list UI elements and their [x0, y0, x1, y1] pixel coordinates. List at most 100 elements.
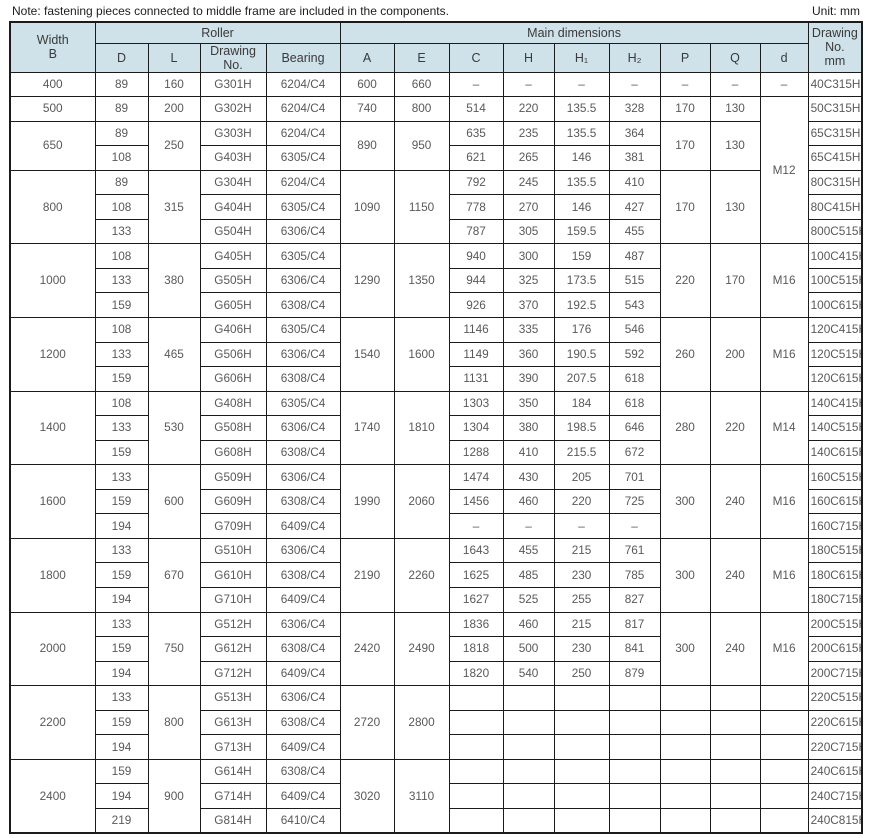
spec-cell: 159 [94, 562, 149, 588]
spec-cell: 6305/C4 [265, 316, 341, 343]
table-row: 194 G713H 6409/C4 220C715H [10, 734, 863, 760]
spec-cell: 146 [553, 145, 610, 171]
note-text: Note: fastening pieces connected to midd… [12, 4, 449, 18]
column-header: Bearing [265, 42, 341, 73]
spec-cell: 701 [608, 464, 661, 490]
spec-cell: 1990 [339, 464, 395, 539]
spec-cell: G406H [199, 316, 267, 343]
spec-cell: 133 [94, 611, 149, 638]
table-row: 1200 108 465 G406H 6305/C4 1540 1600 1146 335 176… [9, 316, 863, 392]
spec-cell: 133 [94, 341, 149, 368]
spec-cell: 1350 [393, 243, 450, 318]
spec-cell: 159 [94, 292, 149, 318]
header-group-row: Width B Roller Main dimensions Drawing N… [9, 21, 863, 73]
spec-cell: 240 [709, 611, 761, 687]
spec-cell: 120C415H [807, 316, 863, 343]
spec-cell: M16 [759, 464, 809, 539]
spec-cell: 890 [339, 120, 395, 171]
spec-cell [608, 807, 661, 834]
spec-cell: 672 [608, 439, 661, 466]
spec-cell: 6308/C4 [265, 758, 341, 785]
spec-cell: 1131 [448, 366, 504, 392]
spec-cell: 1800 [9, 537, 96, 613]
table-row: 1800 133 670 G510H 6306/C4 2190 2260 1643 455 215… [9, 537, 863, 613]
spec-cell: G408H [199, 390, 267, 417]
spec-cell: 761 [608, 537, 661, 564]
spec-cell: 173.5 [553, 267, 610, 294]
spec-cell [608, 758, 661, 785]
spec-cell: 1090 [339, 169, 395, 245]
table-row: 159 G610H 6308/C4 1625 485 230 785 180C615H [10, 562, 863, 588]
spec-cell [709, 758, 761, 785]
spec-cell: G513H [199, 685, 267, 711]
spec-cell: 80C415H [807, 194, 863, 220]
spec-cell: 592 [608, 341, 661, 368]
spec-cell [759, 685, 809, 711]
table-row: 108 G403H 6305/C4 621 265 146 381 65C415H [10, 145, 863, 171]
spec-cell: G709H [199, 513, 267, 539]
spec-cell: 380 [502, 415, 555, 441]
spec-cell: – [502, 513, 555, 539]
spec-cell: 621 [448, 145, 504, 171]
spec-cell: 1304 [448, 415, 504, 441]
spec-cell: G614H [199, 758, 267, 785]
spec-cell: 146 [553, 194, 610, 220]
spec-cell: 190.5 [553, 341, 610, 368]
table-row: 2200 133 800 G513H 6306/C4 2720 2800 220C515H [9, 685, 863, 760]
spec-cell: 487 [608, 243, 661, 269]
table-row: 159 G608H 6308/C4 1288 410 215.5 672 140C615H [10, 439, 863, 466]
spec-cell: 300 [659, 611, 711, 687]
column-header: H₂ [608, 42, 661, 73]
spec-cell: 817 [608, 611, 661, 638]
spec-cell: 500 [9, 96, 96, 122]
spec-cell: 926 [448, 292, 504, 318]
spec-cell: 900 [147, 758, 201, 834]
spec-cell: G714H [199, 783, 267, 809]
spec-cell: 6409/C4 [265, 734, 341, 760]
spec-cell: 6308/C4 [265, 292, 341, 318]
spec-cell: 6306/C4 [265, 218, 341, 245]
spec-cell: 335 [502, 316, 555, 343]
spec-cell: G404H [199, 194, 267, 220]
spec-cell [709, 783, 761, 809]
spec-cell [553, 734, 610, 760]
table-row: 2400 159 900 G614H 6308/C4 3020 3110 240C615H [9, 758, 863, 834]
spec-cell: 89 [94, 71, 149, 98]
column-header: P [659, 42, 711, 73]
table-header: Width B Roller Main dimensions Drawing N… [9, 21, 863, 73]
spec-cell: 515 [608, 267, 661, 294]
spec-cell: 170 [709, 243, 761, 318]
spec-cell: 1290 [339, 243, 395, 318]
spec-cell: 6305/C4 [265, 390, 341, 417]
table-body: 400 89 160 G301H 6204/C4 600 660– – – – – – –40C315H… [9, 71, 863, 834]
spec-cell: 170 [659, 169, 711, 245]
header-roller: Roller [94, 21, 341, 44]
table-row: 194 G712H 6409/C4 1820 540 250 879 200C715H [10, 660, 863, 687]
table-row: 219 G814H 6410/C4 240C815H [10, 807, 863, 834]
spec-cell [502, 783, 555, 809]
spec-cell: 159 [94, 488, 149, 515]
spec-cell: 40C315H [807, 71, 863, 98]
spec-cell [448, 758, 504, 785]
spec-cell: 660 [393, 71, 450, 98]
spec-cell: 133 [94, 464, 149, 490]
column-header: d [759, 42, 809, 73]
spec-cell [553, 685, 610, 711]
header-main-dimensions: Main dimensions [339, 21, 809, 44]
spec-cell: 220C715H [807, 734, 863, 760]
spec-cell [608, 783, 661, 809]
spec-cell: G506H [199, 341, 267, 368]
spec-cell: 1810 [393, 390, 450, 466]
spec-cell: 205 [553, 464, 610, 490]
column-header: A [339, 42, 395, 73]
spec-cell: 135.5 [553, 96, 610, 122]
spec-table: Width B Roller Main dimensions Drawing N… [9, 21, 864, 835]
spec-cell: 130 [709, 96, 761, 122]
spec-cell [553, 758, 610, 785]
spec-cell: 207.5 [553, 366, 610, 392]
spec-cell: 220 [709, 390, 761, 466]
spec-cell: 160C715H [807, 513, 863, 539]
spec-cell: 133 [94, 218, 149, 245]
spec-cell: 2190 [339, 537, 395, 613]
spec-cell [759, 783, 809, 809]
